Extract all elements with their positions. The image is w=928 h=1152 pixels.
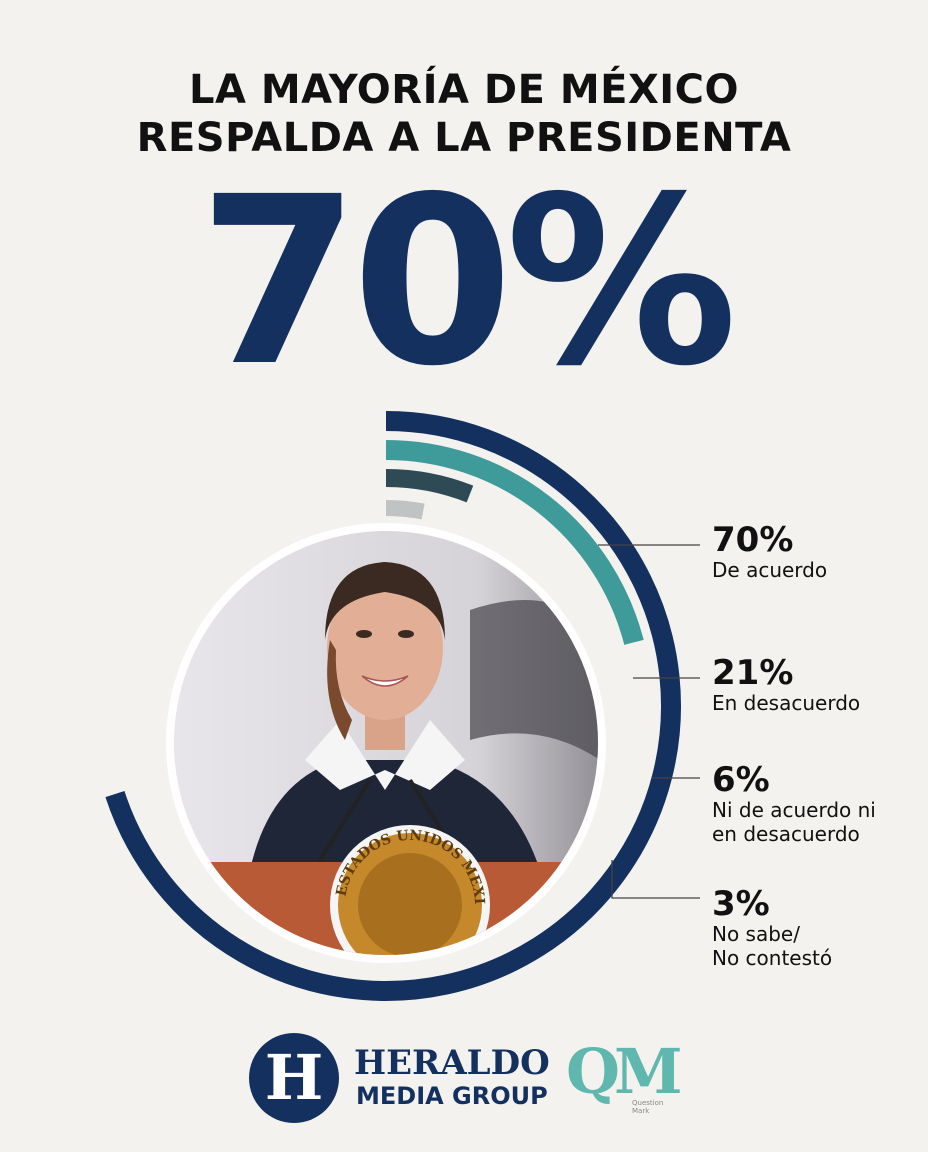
headline-title: LA MAYORÍA DE MÉXICO RESPALDA A LA PRESI… [0,66,928,162]
chart-arcs [105,411,681,1001]
leader-lines [598,544,700,899]
qm-logo-letters: QM [566,1035,683,1108]
label-4-percent: 3% [712,884,770,924]
title-line-2: RESPALDA A LA PRESIDENTA [136,115,792,161]
title-line-1: LA MAYORÍA DE MÉXICO [188,67,740,113]
label-no-sabe: 3% No sabe/ No contestó [712,886,832,970]
label-2-text: En desacuerdo [712,691,861,715]
label-ni-de-acuerdo: 6% Ni de acuerdo ni en desacuerdo [712,762,876,846]
radial-bar-3 [385,469,474,503]
label-de-acuerdo: 70% De acuerdo [712,522,827,582]
radial-bar-1 [105,411,681,1001]
question-mark-logo: QM Question Mark [566,1035,683,1132]
qm-logo-subtitle: Question Mark [632,1099,664,1115]
headline-percentage: 70% [198,147,737,417]
label-3-text-line-1: Ni de acuerdo ni [712,798,876,822]
radial-bar-4 [385,500,425,520]
label-3-text-line-2: en desacuerdo [712,822,860,846]
label-4-text-line-2: No contestó [712,946,833,970]
label-1-text: De acuerdo [712,558,828,582]
radial-bar-2 [385,440,644,645]
label-1-percent: 70% [712,520,794,560]
label-4-text-line-1: No sabe/ [712,922,800,946]
presidenta-photo: ESTADOS UNIDOS MEXICANOS [166,523,606,963]
leader-line-4 [611,860,700,899]
brand-name-line-1: HERALDO [354,1043,550,1083]
brand-name-line-2: MEDIA GROUP [356,1082,548,1110]
label-en-desacuerdo: 21% En desacuerdo [712,655,860,715]
heraldo-logo-icon: H [249,1033,339,1123]
label-3-percent: 6% [712,760,770,800]
label-2-percent: 21% [712,653,794,693]
